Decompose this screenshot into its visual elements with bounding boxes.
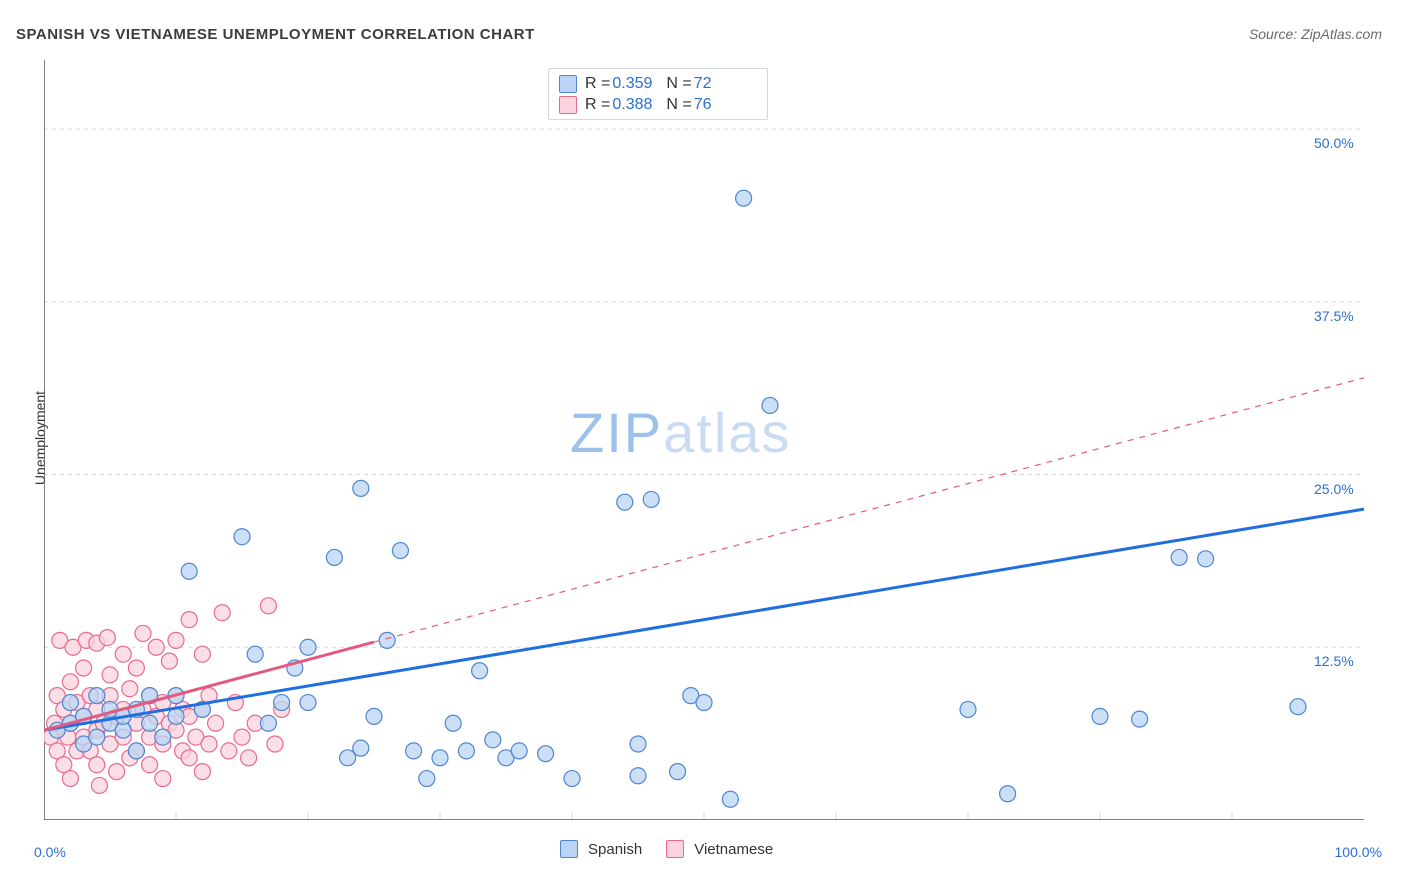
- swatch-spanish: [559, 75, 577, 93]
- n-value-spanish: 72: [694, 75, 712, 93]
- source-label: Source:: [1249, 26, 1297, 42]
- r-value-spanish: 0.359: [612, 75, 652, 93]
- source-value: ZipAtlas.com: [1301, 26, 1382, 42]
- scatter-plot: [44, 60, 1364, 820]
- x-max-label: 100.0%: [1335, 844, 1382, 860]
- n-label: N =: [666, 75, 691, 93]
- series-legend: Spanish Vietnamese: [560, 840, 773, 858]
- stats-row-vietnamese: R = 0.388 N = 76: [559, 94, 757, 115]
- swatch-vietnamese-bottom: [666, 840, 684, 858]
- stats-row-spanish: R = 0.359 N = 72: [559, 73, 757, 94]
- swatch-vietnamese: [559, 96, 577, 114]
- chart-title: SPANISH VS VIETNAMESE UNEMPLOYMENT CORRE…: [16, 26, 535, 43]
- stats-legend: R = 0.359 N = 72 R = 0.388 N = 76: [548, 68, 768, 120]
- r-value-vietnamese: 0.388: [612, 96, 652, 114]
- swatch-spanish-bottom: [560, 840, 578, 858]
- r-label: R =: [585, 96, 610, 114]
- r-label: R =: [585, 75, 610, 93]
- x-min-label: 0.0%: [34, 844, 66, 860]
- source-attribution: Source: ZipAtlas.com: [1249, 26, 1382, 42]
- y-tick-label: 50.0%: [1314, 135, 1354, 151]
- y-tick-label: 37.5%: [1314, 308, 1354, 324]
- y-tick-label: 25.0%: [1314, 481, 1354, 497]
- series-label-vietnamese: Vietnamese: [694, 841, 773, 858]
- n-label: N =: [666, 96, 691, 114]
- y-tick-label: 12.5%: [1314, 653, 1354, 669]
- series-label-spanish: Spanish: [588, 841, 642, 858]
- n-value-vietnamese: 76: [694, 96, 712, 114]
